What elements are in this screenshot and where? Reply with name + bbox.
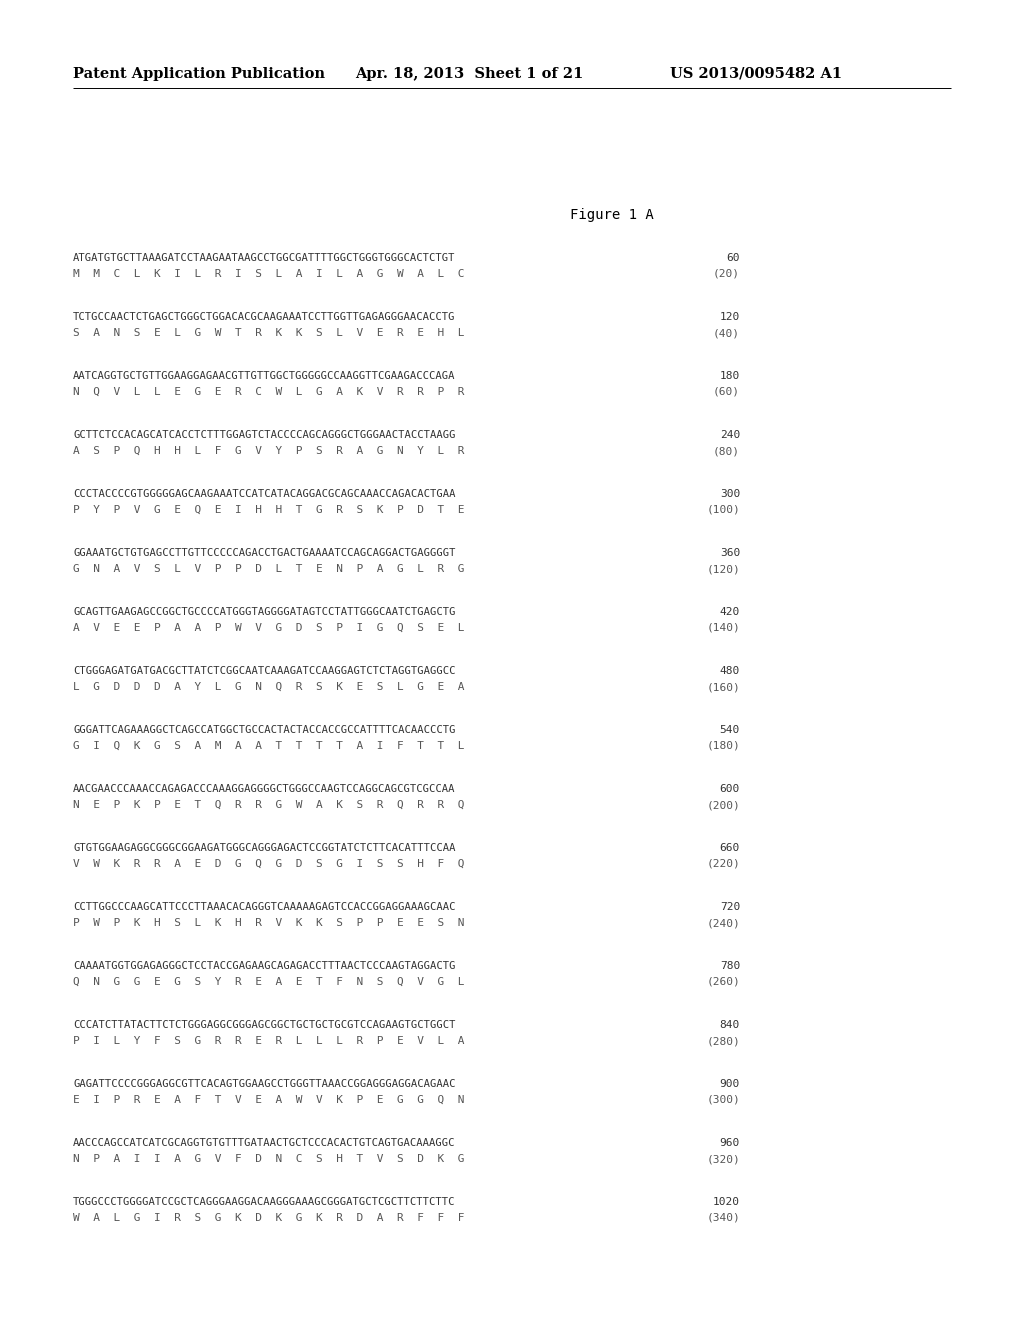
Text: V  W  K  R  R  A  E  D  G  Q  G  D  S  G  I  S  S  H  F  Q: V W K R R A E D G Q G D S G I S S H F Q: [73, 859, 465, 869]
Text: P  Y  P  V  G  E  Q  E  I  H  H  T  G  R  S  K  P  D  T  E: P Y P V G E Q E I H H T G R S K P D T E: [73, 506, 465, 515]
Text: AACCCAGCCATCATCGCAGGTGTGTTTGATAACTGCTCCCACACTGTCAGTGACAAAGGC: AACCCAGCCATCATCGCAGGTGTGTTTGATAACTGCTCCC…: [73, 1138, 456, 1148]
Text: L  G  D  D  D  A  Y  L  G  N  Q  R  S  K  E  S  L  G  E  A: L G D D D A Y L G N Q R S K E S L G E A: [73, 682, 465, 692]
Text: 840: 840: [720, 1020, 740, 1030]
Text: (80): (80): [713, 446, 740, 455]
Text: M  M  C  L  K  I  L  R  I  S  L  A  I  L  A  G  W  A  L  C: M M C L K I L R I S L A I L A G W A L C: [73, 269, 465, 279]
Text: N  Q  V  L  L  E  G  E  R  C  W  L  G  A  K  V  R  R  P  R: N Q V L L E G E R C W L G A K V R R P R: [73, 387, 465, 397]
Text: AACGAACCCAAACCAGAGACCCAAAGGAGGGGCTGGGCCAAGTCCAGGCAGCGTCGCCAA: AACGAACCCAAACCAGAGACCCAAAGGAGGGGCTGGGCCA…: [73, 784, 456, 795]
Text: GTGTGGAAGAGGCGGGCGGAAGATGGGCAGGGAGACTCCGGTATCTCTTCACATTTCCAA: GTGTGGAAGAGGCGGGCGGAAGATGGGCAGGGAGACTCCG…: [73, 843, 456, 853]
Text: 120: 120: [720, 312, 740, 322]
Text: (160): (160): [707, 682, 740, 692]
Text: (260): (260): [707, 977, 740, 987]
Text: CAAAATGGTGGAGAGGGCTCCTACCGAGAAGCAGAGACCTTTAACTCCCAAGTAGGACTG: CAAAATGGTGGAGAGGGCTCCTACCGAGAAGCAGAGACCT…: [73, 961, 456, 972]
Text: W  A  L  G  I  R  S  G  K  D  K  G  K  R  D  A  R  F  F  F: W A L G I R S G K D K G K R D A R F F F: [73, 1213, 465, 1224]
Text: CCCATCTTATACTTCTCTGGGAGGCGGGAGCGGCTGCTGCTGCGTCCAGAAGTGCTGGCT: CCCATCTTATACTTCTCTGGGAGGCGGGAGCGGCTGCTGC…: [73, 1020, 456, 1030]
Text: (120): (120): [707, 564, 740, 574]
Text: ATGATGTGCTTAAAGATCCTAAGAATAAGCCTGGCGATTTTGGCTGGGTGGGCACTCTGT: ATGATGTGCTTAAAGATCCTAAGAATAAGCCTGGCGATTT…: [73, 253, 456, 263]
Text: A  V  E  E  P  A  A  P  W  V  G  D  S  P  I  G  Q  S  E  L: A V E E P A A P W V G D S P I G Q S E L: [73, 623, 465, 634]
Text: S  A  N  S  E  L  G  W  T  R  K  K  S  L  V  E  R  E  H  L: S A N S E L G W T R K K S L V E R E H L: [73, 327, 465, 338]
Text: G  I  Q  K  G  S  A  M  A  A  T  T  T  T  A  I  F  T  T  L: G I Q K G S A M A A T T T T A I F T T L: [73, 741, 465, 751]
Text: (100): (100): [707, 506, 740, 515]
Text: Patent Application Publication: Patent Application Publication: [73, 67, 325, 81]
Text: 420: 420: [720, 607, 740, 616]
Text: TCTGCCAACTCTGAGCTGGGCTGGACACGCAAGAAATCCTTGGTTGAGAGGGAACACCTG: TCTGCCAACTCTGAGCTGGGCTGGACACGCAAGAAATCCT…: [73, 312, 456, 322]
Text: 180: 180: [720, 371, 740, 381]
Text: (20): (20): [713, 269, 740, 279]
Text: (180): (180): [707, 741, 740, 751]
Text: (320): (320): [707, 1154, 740, 1164]
Text: 720: 720: [720, 902, 740, 912]
Text: P  W  P  K  H  S  L  K  H  R  V  K  K  S  P  P  E  E  S  N: P W P K H S L K H R V K K S P P E E S N: [73, 917, 465, 928]
Text: 1020: 1020: [713, 1197, 740, 1206]
Text: 600: 600: [720, 784, 740, 795]
Text: A  S  P  Q  H  H  L  F  G  V  Y  P  S  R  A  G  N  Y  L  R: A S P Q H H L F G V Y P S R A G N Y L R: [73, 446, 465, 455]
Text: G  N  A  V  S  L  V  P  P  D  L  T  E  N  P  A  G  L  R  G: G N A V S L V P P D L T E N P A G L R G: [73, 564, 465, 574]
Text: N  E  P  K  P  E  T  Q  R  R  G  W  A  K  S  R  Q  R  R  Q: N E P K P E T Q R R G W A K S R Q R R Q: [73, 800, 465, 810]
Text: US 2013/0095482 A1: US 2013/0095482 A1: [670, 67, 842, 81]
Text: 960: 960: [720, 1138, 740, 1148]
Text: (200): (200): [707, 800, 740, 810]
Text: (140): (140): [707, 623, 740, 634]
Text: GGGATTCAGAAAGGCTCAGCCATGGCTGCCACTACTACCACCGCCATTTTCACAACCCTG: GGGATTCAGAAAGGCTCAGCCATGGCTGCCACTACTACCA…: [73, 725, 456, 735]
Text: 300: 300: [720, 488, 740, 499]
Text: (340): (340): [707, 1213, 740, 1224]
Text: (60): (60): [713, 387, 740, 397]
Text: (220): (220): [707, 859, 740, 869]
Text: (300): (300): [707, 1096, 740, 1105]
Text: E  I  P  R  E  A  F  T  V  E  A  W  V  K  P  E  G  G  Q  N: E I P R E A F T V E A W V K P E G G Q N: [73, 1096, 465, 1105]
Text: 60: 60: [726, 253, 740, 263]
Text: CCCTACCCCGTGGGGGAGCAAGAAATCCATCATACAGGACGCAGCAAACCAGACACTGAA: CCCTACCCCGTGGGGGAGCAAGAAATCCATCATACAGGAC…: [73, 488, 456, 499]
Text: (280): (280): [707, 1036, 740, 1045]
Text: TGGGCCCTGGGGATCCGCTCAGGGAAGGACAAGGGAAAGCGGGATGCTCGCTTCTTCTTC: TGGGCCCTGGGGATCCGCTCAGGGAAGGACAAGGGAAAGC…: [73, 1197, 456, 1206]
Text: CTGGGAGATGATGACGCTTATCTCGGCAATCAAAGATCCAAGGAGTCTCTAGGTGAGGCC: CTGGGAGATGATGACGCTTATCTCGGCAATCAAAGATCCA…: [73, 667, 456, 676]
Text: 660: 660: [720, 843, 740, 853]
Text: (240): (240): [707, 917, 740, 928]
Text: (40): (40): [713, 327, 740, 338]
Text: N  P  A  I  I  A  G  V  F  D  N  C  S  H  T  V  S  D  K  G: N P A I I A G V F D N C S H T V S D K G: [73, 1154, 465, 1164]
Text: 540: 540: [720, 725, 740, 735]
Text: GGAAATGCTGTGAGCCTTGTTCCCCCAGACCTGACTGAAAATCCAGCAGGACTGAGGGGT: GGAAATGCTGTGAGCCTTGTTCCCCCAGACCTGACTGAAA…: [73, 548, 456, 558]
Text: CCTTGGCCCAAGCATTCCCTTAAACACAGGGTCAAAAAGAGTCCACCGGAGGAAAGCAAC: CCTTGGCCCAAGCATTCCCTTAAACACAGGGTCAAAAAGA…: [73, 902, 456, 912]
Text: 900: 900: [720, 1078, 740, 1089]
Text: GCTTCTCCACAGCATCACCTCTTTGGAGTCTACCCCAGCAGGGCTGGGAACTACCTAAGG: GCTTCTCCACAGCATCACCTCTTTGGAGTCTACCCCAGCA…: [73, 430, 456, 440]
Text: GCAGTTGAAGAGCCGGCTGCCCCATGGGTAGGGGATAGTCCTATTGGGCAATCTGAGCTG: GCAGTTGAAGAGCCGGCTGCCCCATGGGTAGGGGATAGTC…: [73, 607, 456, 616]
Text: 480: 480: [720, 667, 740, 676]
Text: Figure 1 A: Figure 1 A: [570, 209, 653, 222]
Text: Apr. 18, 2013  Sheet 1 of 21: Apr. 18, 2013 Sheet 1 of 21: [355, 67, 584, 81]
Text: 780: 780: [720, 961, 740, 972]
Text: P  I  L  Y  F  S  G  R  R  E  R  L  L  L  R  P  E  V  L  A: P I L Y F S G R R E R L L L R P E V L A: [73, 1036, 465, 1045]
Text: GAGATTCCCCGGGAGGCGTTCACAGTGGAAGCCTGGGTTAAACCGGAGGGAGGACAGAAC: GAGATTCCCCGGGAGGCGTTCACAGTGGAAGCCTGGGTTA…: [73, 1078, 456, 1089]
Text: Q  N  G  G  E  G  S  Y  R  E  A  E  T  F  N  S  Q  V  G  L: Q N G G E G S Y R E A E T F N S Q V G L: [73, 977, 465, 987]
Text: 360: 360: [720, 548, 740, 558]
Text: AATCAGGTGCTGTTGGAAGGAGAACGTTGTTGGCTGGGGGCCAAGGTTCGAAGACCCAGA: AATCAGGTGCTGTTGGAAGGAGAACGTTGTTGGCTGGGGG…: [73, 371, 456, 381]
Text: 240: 240: [720, 430, 740, 440]
